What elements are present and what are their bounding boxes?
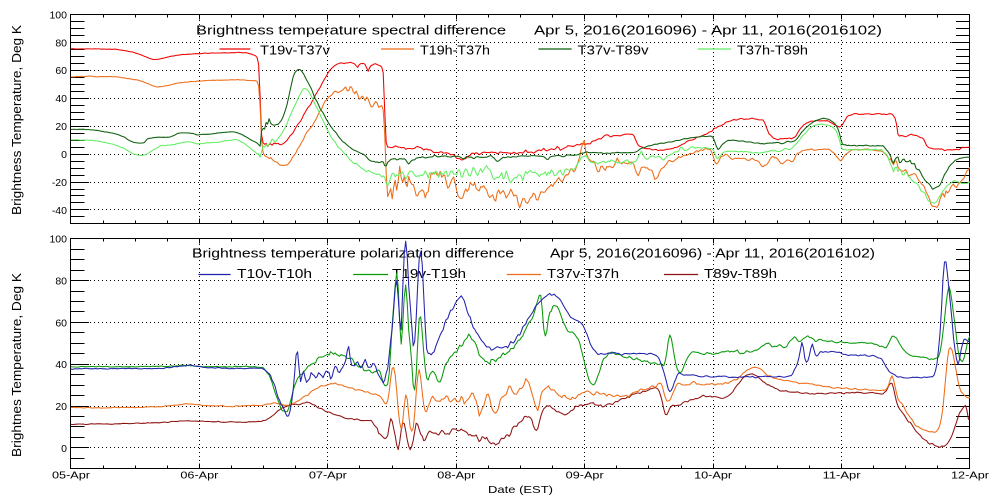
svg-text:T19v-T37v: T19v-T37v xyxy=(260,44,331,58)
svg-text:100: 100 xyxy=(49,234,67,246)
svg-text:T37v-T37h: T37v-T37h xyxy=(547,267,619,281)
svg-text:T19v-T19h: T19v-T19h xyxy=(392,267,466,281)
svg-text:40: 40 xyxy=(55,93,67,105)
svg-text:60: 60 xyxy=(55,317,67,329)
svg-text:Brightness temperature polariz: Brightness temperature polarization diff… xyxy=(192,247,514,261)
svg-text:12-Apr: 12-Apr xyxy=(951,470,990,482)
svg-text:Apr 5, 2016(2016096) - Apr 11: Apr 5, 2016(2016096) - Apr 11, 2016(2016… xyxy=(550,247,875,261)
svg-text:0: 0 xyxy=(61,149,67,161)
svg-text:07-Apr: 07-Apr xyxy=(309,470,348,482)
svg-text:40: 40 xyxy=(55,359,67,371)
svg-text:Date (EST): Date (EST) xyxy=(488,484,553,496)
svg-text:08-Apr: 08-Apr xyxy=(437,470,476,482)
svg-text:20: 20 xyxy=(55,401,67,413)
svg-text:T37v-T89v: T37v-T89v xyxy=(578,44,650,58)
svg-text:05-Apr: 05-Apr xyxy=(52,470,91,482)
svg-text:0: 0 xyxy=(61,443,67,455)
svg-text:100: 100 xyxy=(49,9,67,21)
svg-text:10-Apr: 10-Apr xyxy=(694,470,733,482)
svg-text:80: 80 xyxy=(55,37,67,49)
svg-text:T37h-T89h: T37h-T89h xyxy=(737,44,808,58)
svg-text:-40: -40 xyxy=(52,205,67,217)
svg-text:06-Apr: 06-Apr xyxy=(180,470,219,482)
svg-text:T10v-T10h: T10v-T10h xyxy=(237,267,312,281)
svg-text:Brightnes Temperature, Deg K: Brightnes Temperature, Deg K xyxy=(10,272,24,457)
svg-text:60: 60 xyxy=(55,65,67,77)
svg-text:Apr 5, 2016(2016096) - Apr 11: Apr 5, 2016(2016096) - Apr 11, 2016(2016… xyxy=(534,24,882,38)
svg-text:80: 80 xyxy=(55,276,67,288)
svg-text:11-Apr: 11-Apr xyxy=(823,470,862,482)
svg-text:09-Apr: 09-Apr xyxy=(566,470,605,482)
svg-text:-20: -20 xyxy=(52,177,67,189)
svg-text:T19h-T37h: T19h-T37h xyxy=(420,44,490,58)
svg-text:Brightness Temperature, Deg K: Brightness Temperature, Deg K xyxy=(10,24,24,215)
svg-text:Brightness temperature spectra: Brightness temperature spectral differen… xyxy=(196,24,506,38)
svg-text:20: 20 xyxy=(55,121,67,133)
svg-text:T89v-T89h: T89v-T89h xyxy=(704,267,777,281)
